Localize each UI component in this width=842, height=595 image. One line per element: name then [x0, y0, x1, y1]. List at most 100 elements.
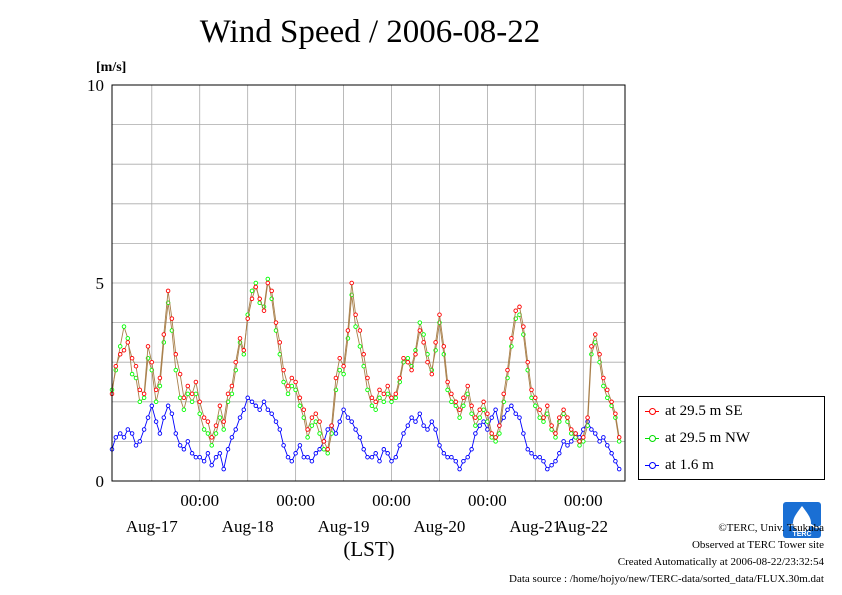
- series-point-2: [345, 415, 351, 420]
- series-point-0: [401, 355, 406, 361]
- series-point-0: [489, 431, 494, 436]
- series-point-1: [281, 379, 286, 385]
- series-point-2: [521, 431, 526, 436]
- series-point-0: [593, 332, 598, 337]
- series-point-0: [389, 395, 394, 401]
- series-point-1: [369, 403, 375, 409]
- series-point-0: [509, 336, 514, 341]
- series-point-0: [429, 371, 435, 377]
- series-point-0: [501, 391, 506, 397]
- series-point-2: [185, 439, 191, 444]
- series-point-2: [141, 427, 147, 432]
- series-point-2: [461, 458, 466, 464]
- series-point-0: [393, 391, 399, 397]
- series-point-1: [229, 391, 235, 397]
- series-point-1: [457, 415, 462, 420]
- series-point-0: [289, 375, 295, 381]
- series-point-2: [429, 419, 435, 424]
- series-point-0: [409, 367, 414, 373]
- series-point-2: [397, 443, 402, 448]
- series-point-1: [253, 280, 259, 286]
- series-point-1: [616, 439, 622, 444]
- series-point-0: [609, 399, 614, 405]
- series-point-0: [425, 359, 430, 365]
- series-point-2: [253, 403, 259, 409]
- series-point-1: [405, 355, 411, 361]
- series-point-2: [545, 466, 550, 472]
- series-point-2: [601, 435, 606, 440]
- legend-label-low: at 1.6 m: [665, 456, 714, 473]
- series-point-2: [333, 431, 339, 436]
- series-point-1: [469, 411, 474, 416]
- series-point-2: [593, 431, 598, 436]
- series-point-0: [217, 403, 223, 409]
- series-point-0: [153, 387, 159, 393]
- series-point-2: [125, 427, 131, 432]
- series-point-1: [533, 403, 538, 409]
- series-point-1: [305, 435, 310, 440]
- series-point-2: [117, 431, 123, 436]
- series-point-0: [281, 367, 286, 373]
- legend-label-se: at 29.5 m SE: [665, 402, 743, 419]
- series-point-0: [469, 403, 474, 409]
- series-point-1: [473, 423, 478, 428]
- footer-copyright: ©TERC, Univ. Tsukuba: [718, 522, 824, 534]
- series-point-1: [209, 443, 214, 448]
- series-point-0: [549, 423, 554, 428]
- series-point-0: [417, 328, 423, 333]
- series-point-2: [373, 451, 378, 456]
- series-point-0: [473, 415, 478, 420]
- series-point-0: [321, 439, 327, 444]
- series-point-1: [449, 399, 454, 405]
- series-point-2: [537, 454, 542, 460]
- series-point-1: [461, 403, 466, 409]
- series-point-1: [117, 344, 123, 349]
- series-point-2: [209, 462, 214, 468]
- series-point-1: [601, 383, 606, 389]
- series-point-1: [217, 415, 223, 420]
- series-point-0: [573, 431, 578, 436]
- series-point-1: [181, 407, 187, 412]
- series-point-0: [181, 395, 187, 401]
- x-tick-time-label: 00:00: [468, 491, 507, 510]
- series-point-0: [313, 411, 319, 416]
- series-point-0: [225, 391, 231, 397]
- series-point-1: [177, 395, 183, 401]
- series-point-0: [457, 407, 462, 412]
- series-point-2: [337, 419, 342, 424]
- series-point-0: [213, 423, 219, 428]
- series-point-2: [616, 466, 622, 472]
- x-tick-time-label: 00:00: [180, 491, 219, 510]
- series-point-2: [445, 454, 450, 460]
- series-point-2: [525, 447, 530, 452]
- series-point-0: [261, 308, 267, 313]
- y-axis-label: [m/s]: [96, 60, 126, 75]
- series-point-2: [361, 447, 366, 452]
- series-point-0: [273, 320, 279, 325]
- series-point-1: [125, 336, 131, 341]
- series-point-0: [329, 423, 334, 428]
- series-point-2: [609, 451, 614, 456]
- series-point-1: [313, 419, 319, 424]
- series-point-0: [333, 375, 339, 381]
- series-point-0: [165, 288, 171, 294]
- series-point-1: [365, 387, 370, 393]
- series-point-1: [389, 399, 394, 405]
- series-point-0: [605, 387, 610, 393]
- series-point-2: [369, 454, 375, 460]
- series-point-2: [481, 419, 486, 424]
- series-point-2: [541, 458, 546, 464]
- series-point-0: [185, 383, 191, 389]
- series-point-0: [421, 340, 426, 345]
- terc-logo-icon: TERC: [783, 502, 821, 538]
- series-point-2: [469, 447, 474, 452]
- series-point-2: [181, 447, 187, 452]
- series-point-2: [145, 415, 151, 420]
- series-point-0: [325, 447, 330, 452]
- series-point-0: [157, 375, 163, 381]
- series-point-2: [485, 427, 490, 432]
- series-point-0: [373, 399, 378, 405]
- series-point-0: [369, 395, 375, 401]
